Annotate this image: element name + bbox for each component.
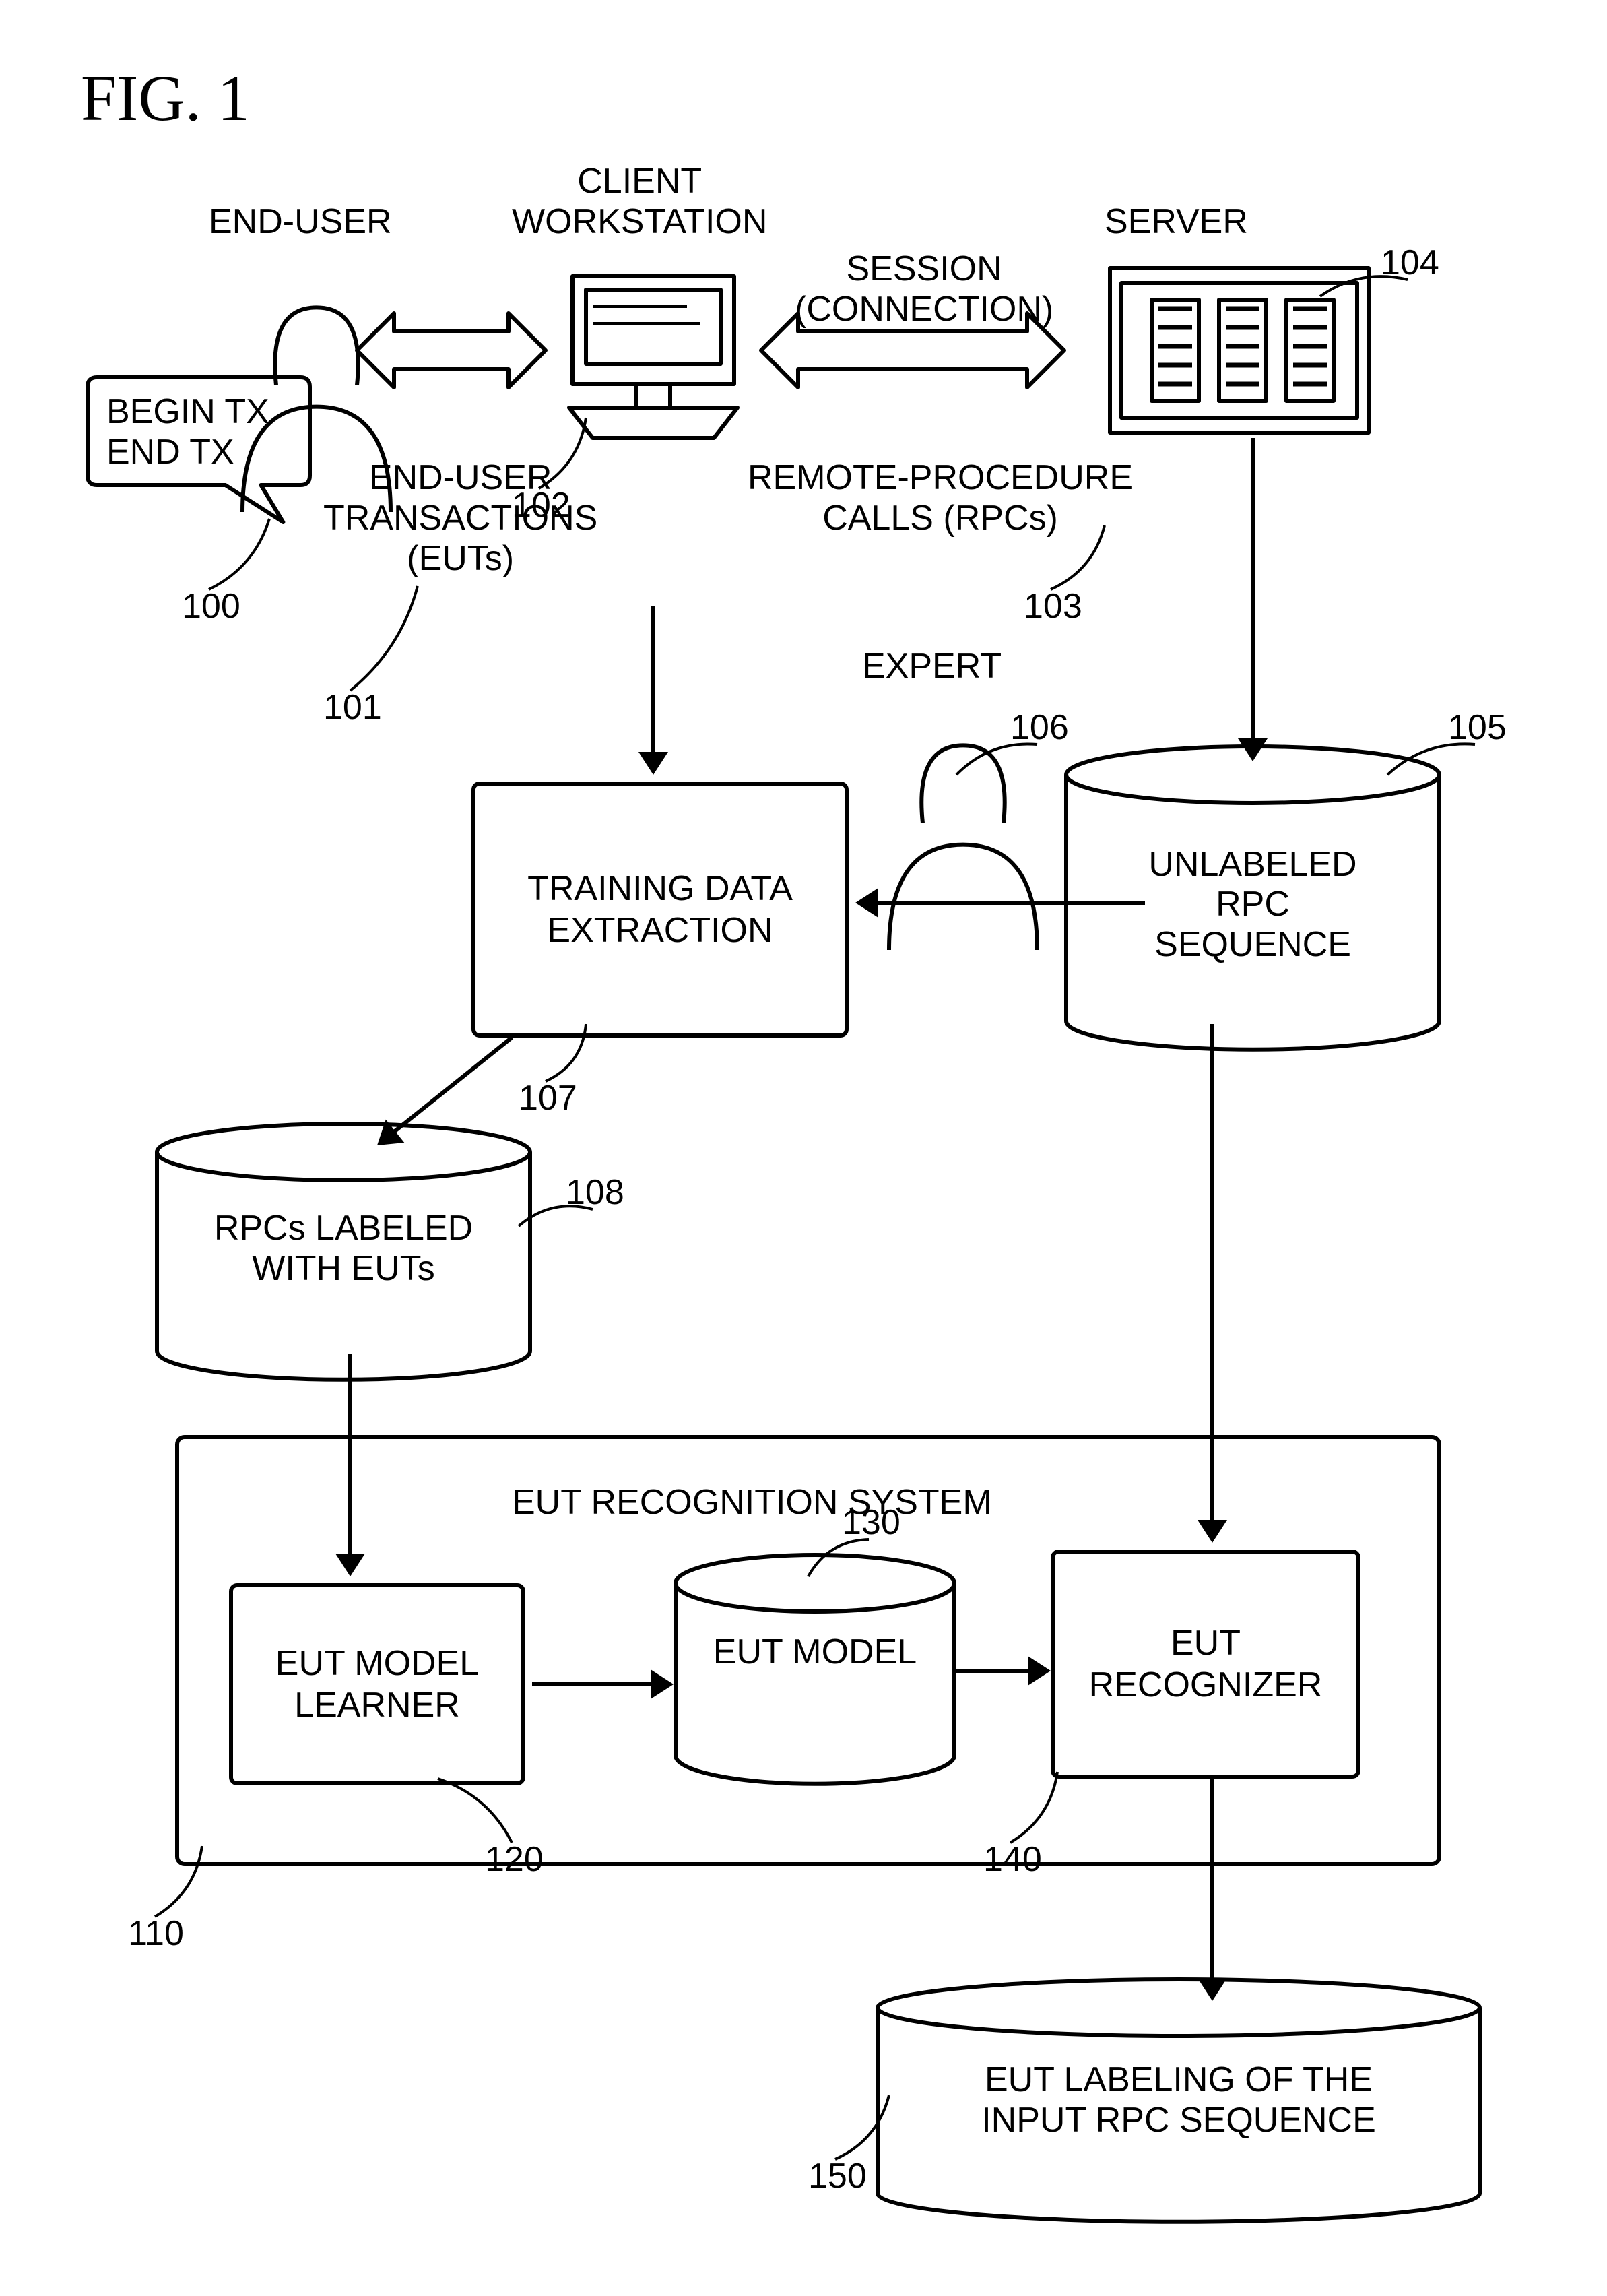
leader-102 [525, 404, 599, 502]
arrow-unlabeled-to-training [828, 876, 1172, 930]
leader-150 [822, 2082, 903, 2173]
label-server: SERVER [1105, 202, 1248, 243]
label-client_ws: CLIENTWORKSTATION [512, 162, 767, 243]
double-arrow-eut-dblarrow [317, 310, 586, 391]
leader-107 [532, 1011, 599, 1095]
label-expert: EXPERT [862, 647, 1002, 687]
leader-110 [141, 1832, 216, 1930]
arrow-recognizer-to-output [1185, 1752, 1239, 2028]
double-arrow-rpc-dblarrow [721, 310, 1105, 391]
cylinder-label-labeled: RPCs LABELEDWITH EUTs [155, 1209, 532, 1289]
leader-104 [1307, 266, 1421, 310]
leader-101 [337, 573, 431, 704]
arrow-unlabeled-to-recognizer [1185, 997, 1239, 1570]
arrow-server-to-unlabeled [1226, 411, 1280, 788]
leader-108 [505, 1196, 606, 1240]
figure-title: FIG. 1 [81, 61, 250, 135]
arrow-client-to-training [626, 579, 680, 802]
leader-140 [997, 1758, 1071, 1856]
leader-120 [424, 1765, 525, 1856]
leader-130 [795, 1526, 882, 1590]
leader-105 [1374, 731, 1488, 788]
arrow-model-to-recognizer [929, 1644, 1078, 1698]
system-label: EUT RECOGNITION SYSTEM [512, 1482, 992, 1523]
arrow-labeled-to-learner [323, 1327, 377, 1603]
label-end_user: END-USER [209, 202, 392, 243]
box-training: TRAINING DATAEXTRACTION [471, 782, 849, 1038]
leader-106 [943, 731, 1051, 788]
leader-100 [195, 505, 283, 603]
leader-103 [1037, 512, 1118, 603]
cylinder-label-output: EUT LABELING OF THEINPUT RPC SEQUENCE [876, 2060, 1482, 2141]
arrow-learner-to-model [505, 1657, 700, 1711]
arrow-training-to-labeled [350, 1011, 539, 1172]
